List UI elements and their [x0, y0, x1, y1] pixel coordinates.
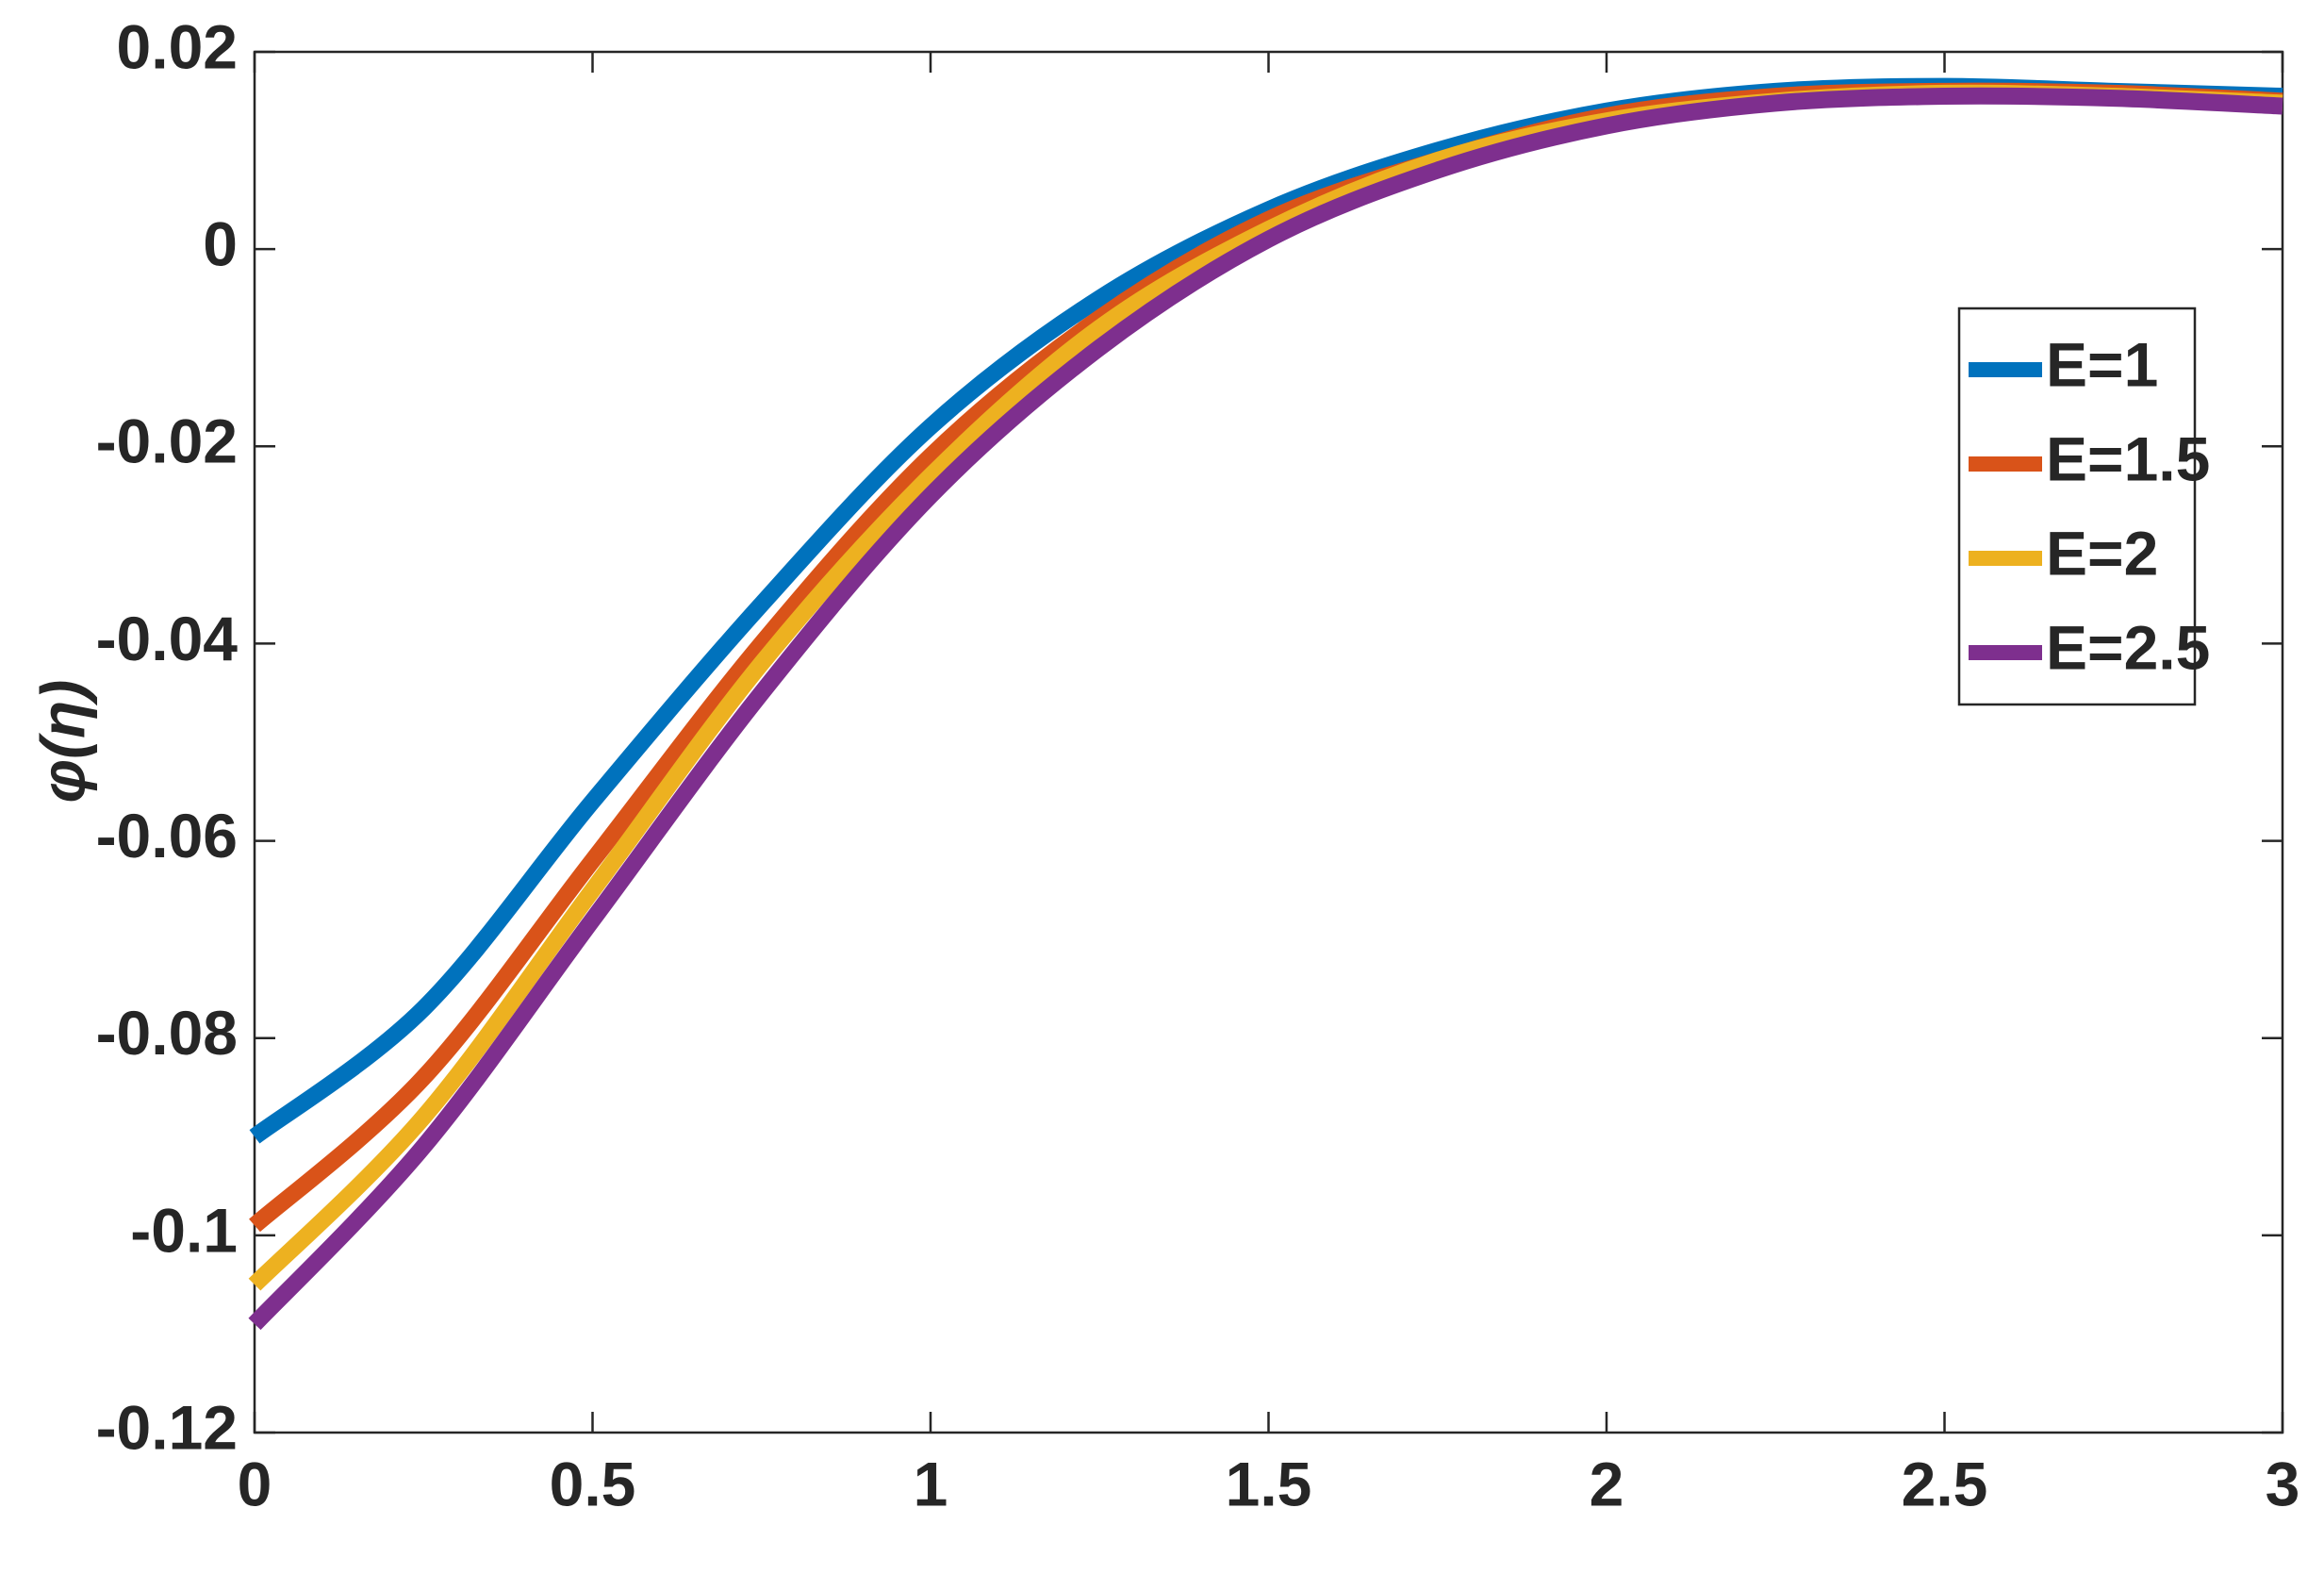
plot-area [253, 50, 2284, 1434]
x-tick-label: 1 [914, 1449, 948, 1518]
legend-label: E=2 [2046, 518, 2158, 588]
y-tick-label: 0.02 [117, 11, 238, 81]
y-tick-label: -0.1 [130, 1195, 238, 1265]
line [248, 87, 2283, 1331]
x-tick-label: 3 [2266, 1449, 2300, 1518]
y-tick-label: -0.04 [96, 604, 239, 673]
y-tick-label: -0.02 [96, 406, 238, 476]
legend-label: E=1.5 [2046, 423, 2210, 493]
x-tick-label: 1.5 [1226, 1449, 1312, 1518]
legend-label: E=1 [2046, 329, 2158, 399]
x-tick-label: 0 [238, 1449, 272, 1518]
y-tick-label: -0.06 [96, 801, 238, 870]
x-tick-label: 0.5 [550, 1449, 636, 1518]
x-tick-label: 2.5 [1902, 1449, 1988, 1518]
y-tick-label: -0.08 [96, 998, 238, 1068]
y-axis-label: φ(η) [27, 680, 97, 804]
legend-label: E=2.5 [2046, 612, 2210, 682]
x-tick-label: 2 [1590, 1449, 1624, 1518]
y-tick-label: -0.12 [96, 1392, 238, 1462]
legend-box [1957, 307, 2197, 706]
y-tick-label: 0 [203, 209, 238, 279]
